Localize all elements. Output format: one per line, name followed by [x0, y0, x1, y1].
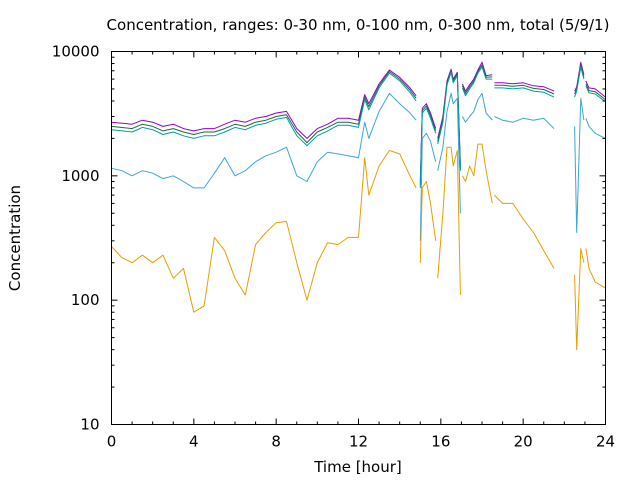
x-tick-label: 24	[596, 433, 615, 451]
x-tick-label: 20	[514, 433, 533, 451]
y-tick-label: 1000	[61, 167, 99, 185]
x-axis: 0 4 8 12 16 20 24	[107, 51, 615, 451]
y-tick-label: 10000	[52, 43, 100, 61]
plot-lines	[111, 61, 606, 351]
x-tick-label: 16	[431, 433, 450, 451]
y-axis: 10 100 1000 10000	[52, 43, 606, 434]
x-axis-label: Time [hour]	[313, 458, 402, 476]
plot-frame	[111, 51, 606, 425]
chart-title: Concentration, ranges: 0-30 nm, 0-100 nm…	[107, 16, 610, 34]
y-tick-label: 10	[80, 416, 99, 434]
y-tick-label: 100	[71, 291, 100, 309]
series-line-3	[111, 66, 606, 188]
series-line-5	[111, 143, 606, 351]
x-tick-label: 4	[189, 433, 199, 451]
x-tick-label: 0	[107, 433, 117, 451]
y-axis-label: Concentration	[6, 185, 24, 291]
series-line-1	[111, 61, 606, 182]
x-tick-label: 8	[271, 433, 281, 451]
x-tick-label: 12	[349, 433, 368, 451]
series-line-2	[111, 64, 606, 185]
series-line-4	[111, 92, 606, 241]
